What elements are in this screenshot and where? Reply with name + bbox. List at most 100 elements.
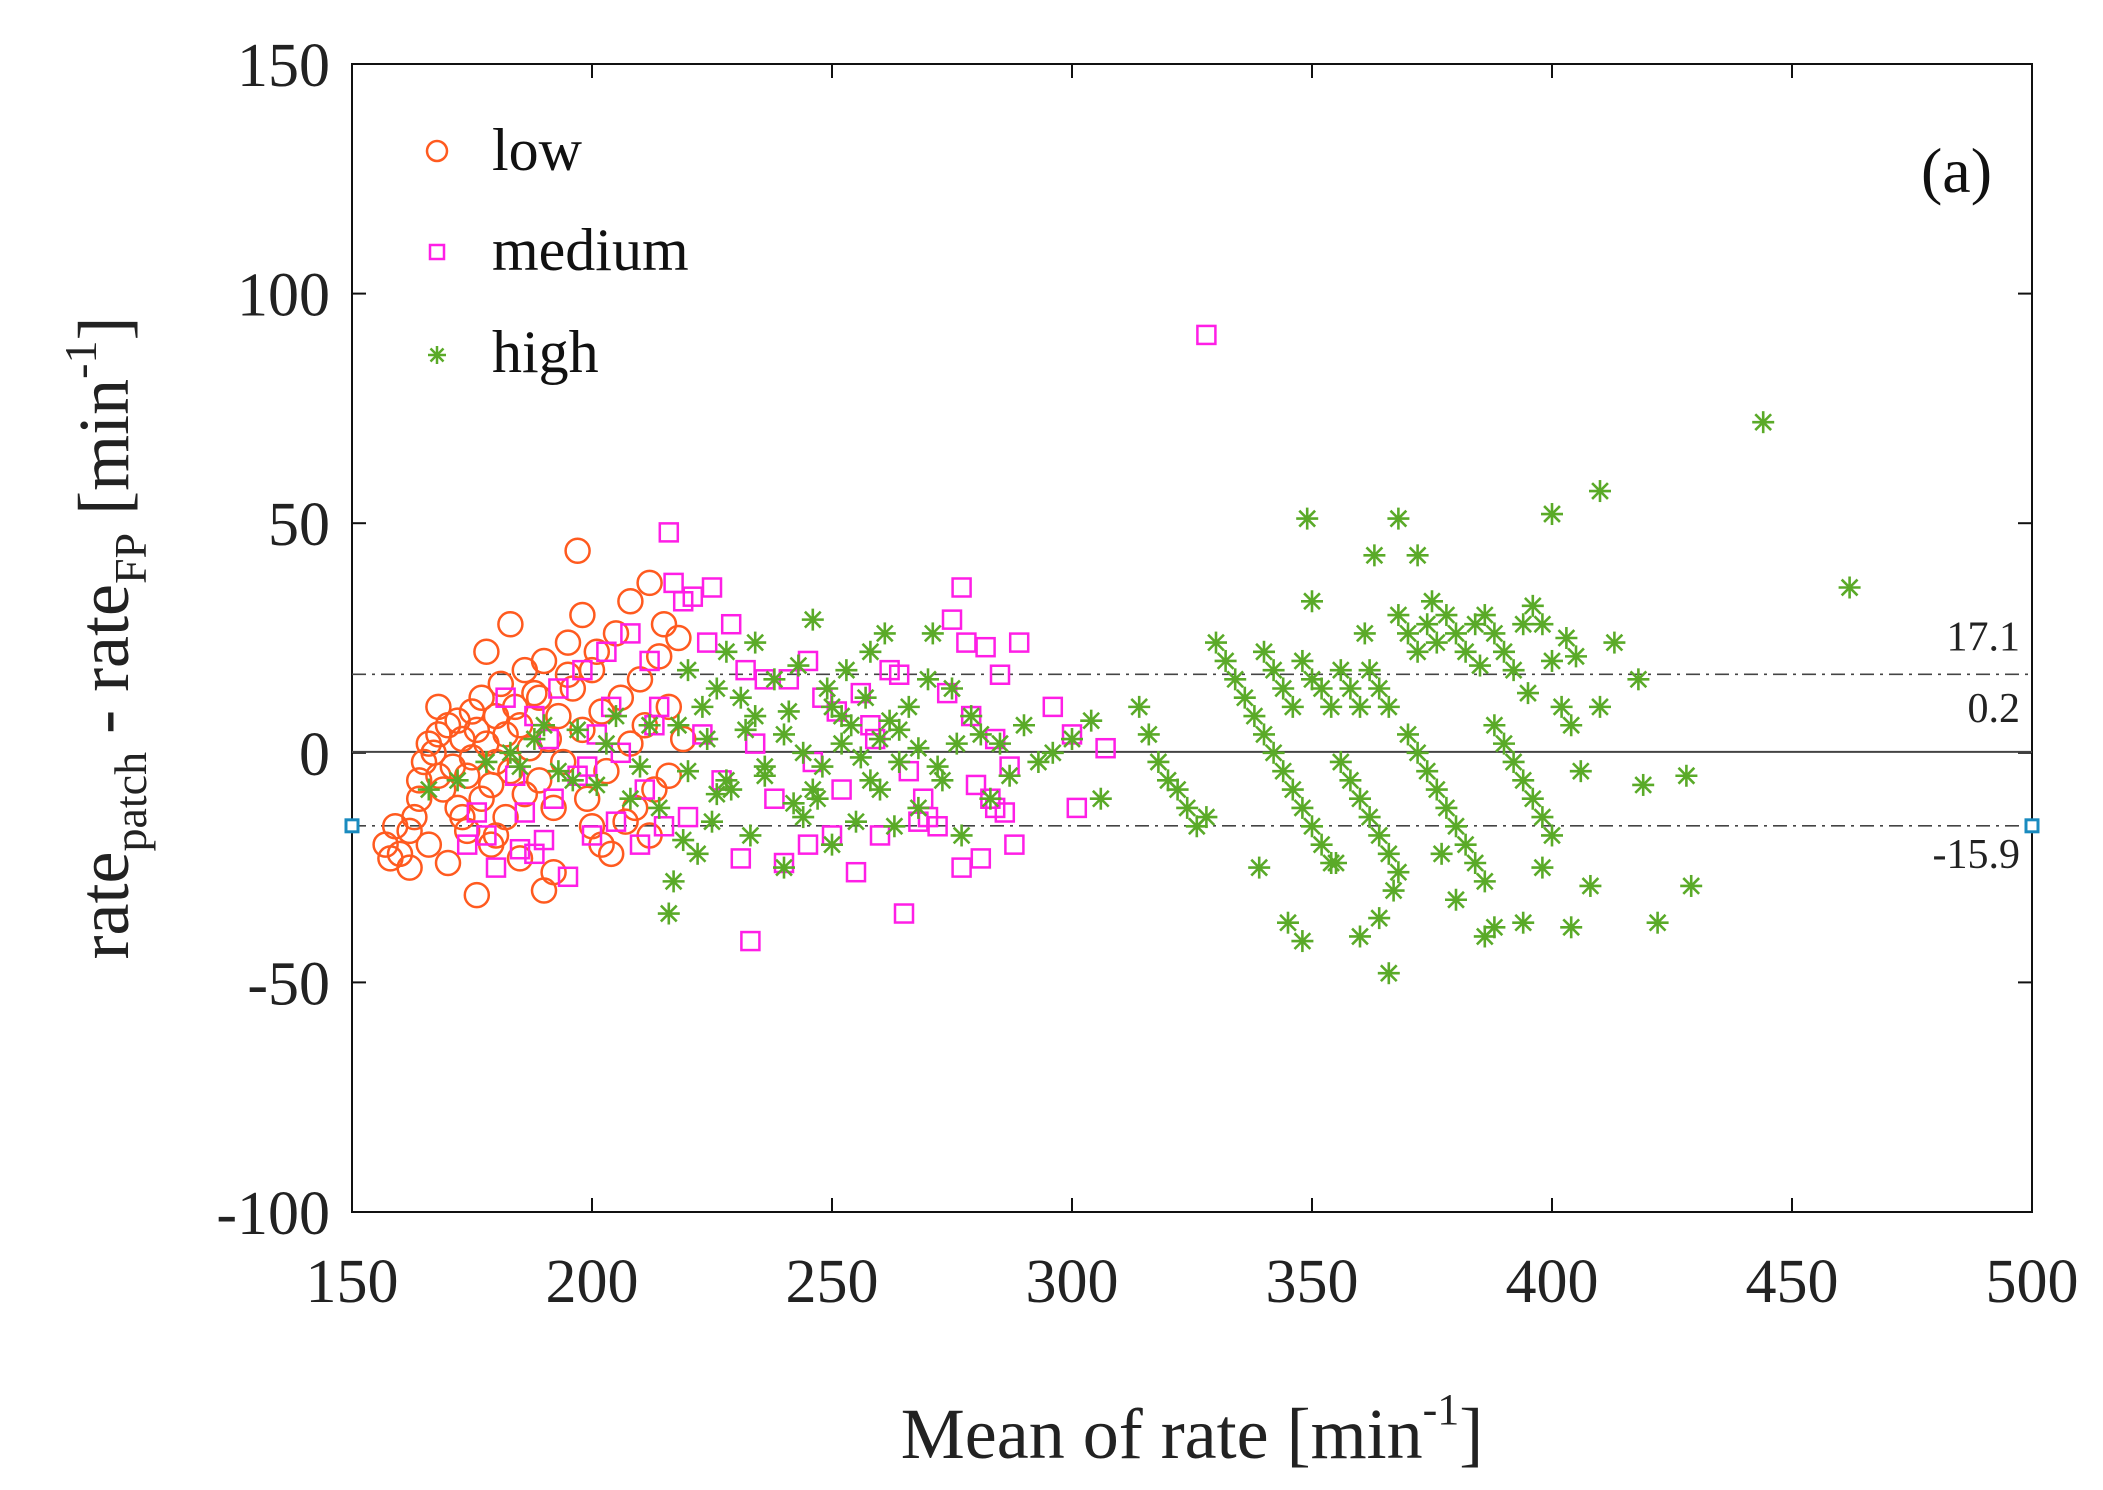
point-high xyxy=(1176,796,1199,819)
point-high xyxy=(585,773,608,796)
point-high xyxy=(1377,842,1400,865)
point-high xyxy=(417,778,440,801)
point-high xyxy=(1089,787,1112,810)
y-axis-title-sub1: patch xyxy=(105,752,156,852)
y-tick-label: 0 xyxy=(299,721,330,789)
point-medium xyxy=(1066,797,1088,819)
point-medium xyxy=(576,756,598,777)
point-high xyxy=(792,741,815,764)
point-low xyxy=(386,840,414,868)
point-high xyxy=(715,640,738,663)
point-high xyxy=(1512,613,1535,636)
legend-marker-medium xyxy=(428,243,446,261)
y-axis-title-rate1: rate xyxy=(64,852,144,960)
point-medium xyxy=(663,572,684,594)
point-low xyxy=(468,785,495,812)
point-high xyxy=(979,787,1002,810)
point-high xyxy=(1214,649,1237,672)
point-high xyxy=(854,686,877,709)
point-medium xyxy=(543,788,564,809)
point-low xyxy=(463,716,491,744)
point-high xyxy=(1430,842,1453,865)
point-medium xyxy=(956,632,977,653)
point-high xyxy=(1646,911,1669,934)
point-high xyxy=(1454,640,1477,663)
point-high xyxy=(859,769,882,792)
point-high xyxy=(1013,714,1035,737)
point-low xyxy=(453,762,481,790)
point-low xyxy=(434,849,462,877)
ref-label-lower-limit: -15.9 xyxy=(1933,832,2021,878)
point-medium xyxy=(744,733,766,754)
x-axis-title: Mean of rate [min-1] xyxy=(901,1385,1483,1474)
point-high xyxy=(1550,695,1573,718)
point-high xyxy=(1339,769,1362,792)
point-high xyxy=(1469,654,1491,677)
x-tick-label: 350 xyxy=(1266,1248,1359,1316)
point-low xyxy=(655,762,683,790)
point-medium xyxy=(735,659,756,681)
point-medium xyxy=(548,678,569,699)
point-low xyxy=(396,817,423,845)
point-high xyxy=(1243,705,1266,728)
point-medium xyxy=(514,802,536,823)
point-high xyxy=(701,810,723,833)
point-high xyxy=(1080,709,1103,732)
y-tick-label: 100 xyxy=(237,262,330,330)
point-medium xyxy=(869,825,891,846)
point-high xyxy=(1377,695,1400,718)
point-medium xyxy=(965,774,987,796)
point-high xyxy=(845,810,867,833)
point-low xyxy=(573,785,601,812)
point-high xyxy=(969,723,992,746)
point-high xyxy=(1531,856,1554,879)
point-high xyxy=(801,778,824,801)
point-high xyxy=(1445,888,1467,911)
point-high xyxy=(1454,833,1477,856)
point-high xyxy=(1310,677,1333,700)
point-high xyxy=(1838,576,1861,599)
point-high xyxy=(821,695,843,718)
point-medium xyxy=(456,834,478,855)
point-medium xyxy=(975,636,996,658)
point-high xyxy=(873,622,896,645)
point-high xyxy=(1406,544,1429,567)
point-high xyxy=(744,631,767,654)
point-high xyxy=(787,654,810,677)
point-medium xyxy=(648,696,670,718)
y-tick-label: -50 xyxy=(247,950,330,1018)
point-high xyxy=(739,824,762,847)
point-high xyxy=(696,728,719,751)
point-high xyxy=(1363,544,1386,567)
legend-marker-low xyxy=(425,139,449,163)
legend-label-medium: medium xyxy=(492,217,689,283)
point-high xyxy=(1483,916,1506,939)
point-high xyxy=(1541,824,1563,847)
point-low xyxy=(405,785,433,812)
edge-markers xyxy=(344,818,2040,834)
point-high xyxy=(1589,695,1611,718)
lower-limit-left-marker xyxy=(344,818,360,834)
point-high xyxy=(998,764,1021,787)
point-high xyxy=(811,755,834,778)
point-medium xyxy=(557,866,579,888)
point-high xyxy=(1425,631,1448,654)
point-high xyxy=(830,732,853,755)
point-high xyxy=(1521,594,1544,617)
point-high xyxy=(1531,613,1554,636)
point-medium xyxy=(466,802,488,823)
point-high xyxy=(1416,613,1439,636)
point-low xyxy=(521,679,548,707)
point-high xyxy=(1262,741,1285,764)
point-high xyxy=(662,870,685,893)
point-high xyxy=(1445,622,1467,645)
point-medium xyxy=(572,659,593,681)
point-high xyxy=(921,622,944,645)
point-medium xyxy=(639,650,660,672)
point-high xyxy=(1483,714,1506,737)
point-high xyxy=(499,741,522,764)
point-high xyxy=(1680,874,1703,897)
point-high xyxy=(1560,916,1583,939)
point-medium xyxy=(831,779,852,800)
point-high xyxy=(1565,645,1587,668)
